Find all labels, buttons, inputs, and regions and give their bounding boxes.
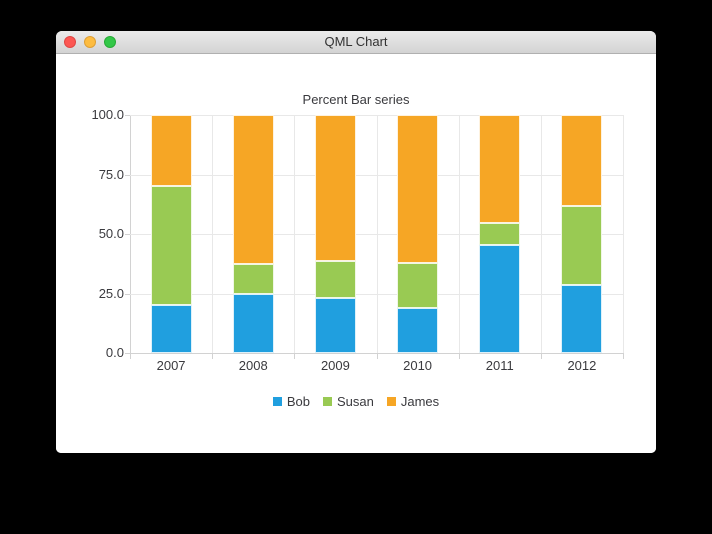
x-axis-line [130,353,624,354]
bar-segment-susan-2008 [232,263,274,294]
y-axis-tick [125,293,130,295]
y-axis-tick [125,353,130,354]
x-axis-label: 2012 [567,358,597,373]
bar-segment-susan-2011 [479,223,521,245]
x-axis-tick [540,354,542,359]
y-axis-label: 50.0 [98,226,124,241]
legend-marker-icon [322,397,332,406]
legend-marker-icon [386,397,396,406]
x-axis-label: 2008 [238,358,268,373]
legend-label: Susan [336,394,374,409]
legend-item-susan: Susan [322,394,374,409]
bar-segment-james-2012 [561,115,603,206]
bar-segment-james-2009 [314,115,356,262]
y-axis-label: 100.0 [91,107,124,122]
x-axis-tick [212,354,214,359]
bar-column-2010 [397,115,439,353]
x-axis-tick [376,354,378,359]
y-axis-tick [125,234,130,235]
bar-segment-bob-2011 [479,244,521,353]
legend-label: James [400,394,440,409]
bar-segment-bob-2007 [150,305,192,353]
bar-segment-susan-2010 [397,262,439,308]
x-axis-label: 2009 [320,358,350,373]
app-window: QML Chart Percent Bar series 100.0 75.0 50… [56,31,656,453]
bar-segment-james-2011 [479,115,521,224]
gridline-vertical [212,115,214,353]
y-axis-tick [125,115,130,116]
plot-area: 100.0 75.0 50.0 25.0 0.0 2007 2008 2009 2010 2011… [91,108,624,373]
bar-column-2011 [479,115,521,353]
traffic-lights [64,36,116,48]
x-axis-tick [623,354,624,359]
bar-segment-james-2010 [397,115,439,263]
legend-label: Bob [286,394,310,409]
bar-segment-susan-2007 [150,186,192,306]
chart-view: Percent Bar series 100.0 75.0 50.0 25.0 0.0 2… [56,54,656,453]
bar-segment-james-2007 [150,115,192,187]
x-axis-tick [294,354,296,359]
y-axis-label: 75.0 [98,166,124,182]
bar-segment-bob-2009 [314,298,356,353]
bar-segment-bob-2012 [561,284,603,353]
bar-segment-bob-2008 [232,293,274,353]
gridline-vertical [376,115,378,353]
window-title: QML Chart [324,34,388,49]
bar-column-2007 [150,115,192,353]
window-titlebar[interactable]: QML Chart [56,31,656,54]
bar-segment-susan-2012 [561,205,603,285]
x-axis-label: 2010 [403,358,433,373]
x-axis-tick [130,354,131,359]
legend-marker-icon [272,397,282,406]
bar-segment-james-2008 [232,115,274,264]
bar-column-2008 [232,115,274,353]
gridline-vertical [540,115,542,353]
legend-item-james: James [386,394,440,409]
chart-title: Percent Bar series [302,92,410,107]
gridline-vertical [294,115,296,353]
bar-column-2009 [314,115,356,353]
minimize-button[interactable] [84,36,96,48]
bar-segment-bob-2010 [397,307,439,353]
zoom-button[interactable] [104,36,116,48]
close-button[interactable] [64,36,76,48]
gridline-vertical [458,115,460,353]
legend-item-bob: Bob [272,394,310,409]
x-axis-tick [458,354,460,359]
gridline-vertical [623,115,624,353]
y-axis-label: 0.0 [105,345,124,360]
y-axis-tick [125,174,130,176]
chart-legend: Bob Susan James [56,394,656,409]
x-axis-label: 2007 [156,358,186,373]
y-axis-label: 25.0 [98,285,124,301]
bar-segment-susan-2009 [314,261,356,299]
x-axis-label: 2011 [485,358,514,373]
bar-column-2012 [561,115,603,353]
